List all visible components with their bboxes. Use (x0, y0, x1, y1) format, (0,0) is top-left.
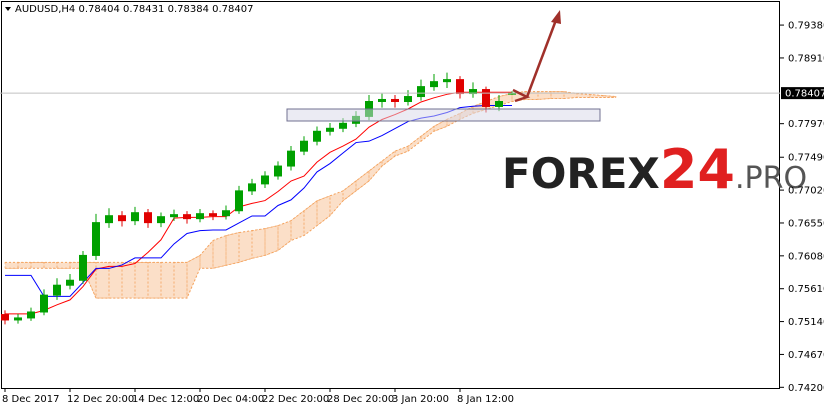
candle-body (391, 98, 399, 103)
watermark-suffix: .PRO (735, 161, 807, 196)
low-value: 0.78384 (168, 4, 209, 15)
cloud-fill (4, 262, 19, 269)
candle-body (313, 130, 321, 142)
cloud-fill (433, 118, 448, 132)
candle-body (404, 96, 412, 103)
header: AUDUSD,H4 0.78404 0.78431 0.78384 0.7840… (15, 4, 253, 15)
cloud-fill (147, 262, 162, 299)
candle-body (443, 79, 451, 83)
plot-frame (1, 1, 780, 389)
cloud-fill (355, 170, 370, 192)
candle-body (40, 294, 48, 313)
candle-body (92, 222, 100, 256)
candle-body (196, 213, 204, 220)
candle-body (66, 279, 74, 286)
cloud-fill (17, 262, 32, 269)
watermark-brand: FOREX (502, 149, 660, 198)
cloud-fill (225, 232, 240, 266)
close-value: 0.78407 (212, 4, 253, 15)
candle-body (105, 215, 113, 224)
symbol: AUDUSD,H4 (15, 4, 75, 15)
candle-body (79, 254, 87, 281)
x-tick-label: 22 Dec 20:00 (262, 394, 329, 405)
candle-body (235, 190, 243, 212)
x-tick-label: 20 Dec 04:00 (197, 394, 264, 405)
candle-body (118, 215, 126, 222)
price-box (781, 87, 824, 100)
cloud-fill (186, 254, 201, 299)
candle-body (417, 86, 425, 98)
x-tick-label: 3 Jan 20:00 (392, 394, 449, 405)
y-tick-label: 0.74200 (788, 383, 824, 394)
candle-body (339, 122, 347, 129)
candle-body (456, 79, 464, 95)
candle-body (287, 150, 295, 167)
candle-body (27, 311, 35, 319)
candle-body (170, 214, 178, 218)
cloud-fill (173, 262, 188, 299)
small-arrow (512, 88, 531, 103)
watermark: FOREX24.PRO (502, 138, 807, 201)
candle-body (183, 214, 191, 220)
cloud-fill (342, 180, 357, 202)
x-tick-label: 28 Dec 20:00 (327, 394, 394, 405)
price-label: 0.78407 (785, 89, 824, 100)
candle-body (248, 183, 256, 192)
cloud-fill (160, 262, 175, 299)
candle-body (326, 127, 334, 132)
forecast-arrow (525, 19, 558, 98)
candle-body (495, 101, 503, 107)
x-tick-label: 14 Dec 12:00 (132, 394, 199, 405)
candle-body (482, 89, 490, 107)
candle-body (53, 284, 61, 296)
cloud-fill (251, 228, 266, 259)
candle-body (274, 165, 282, 177)
support-zone (286, 108, 601, 122)
x-tick-label: 8 Dec 2017 (2, 394, 60, 405)
candle-body (14, 317, 22, 321)
cloud-fill (30, 262, 45, 269)
open-value: 0.78404 (78, 4, 119, 15)
span-b (5, 97, 616, 299)
candle-body (261, 175, 269, 185)
cloud-fill (121, 262, 136, 299)
cloud-fill (43, 262, 58, 269)
cloud-fill (134, 262, 149, 299)
cloud-fill (238, 230, 253, 263)
candle-body (300, 140, 308, 152)
candle-body (378, 98, 386, 103)
high-value: 0.78431 (123, 4, 164, 15)
x-tick-label: 8 Jan 12:00 (457, 394, 514, 405)
cloud-fill (212, 235, 227, 269)
arrow-head (551, 10, 561, 24)
x-tick-label: 12 Dec 20:00 (67, 394, 134, 405)
watermark-number: 24 (660, 138, 735, 201)
candle-body (430, 81, 438, 88)
candle-body (222, 210, 230, 217)
candle-body (1, 314, 9, 321)
candle-body (131, 212, 139, 222)
candle-body (144, 212, 152, 224)
cloud-fill (56, 262, 71, 269)
indicator-line (5, 91, 512, 315)
cloud-fill (264, 225, 279, 256)
candle-body (157, 216, 165, 224)
candle-body (209, 213, 217, 217)
menu-arrow (5, 7, 11, 11)
